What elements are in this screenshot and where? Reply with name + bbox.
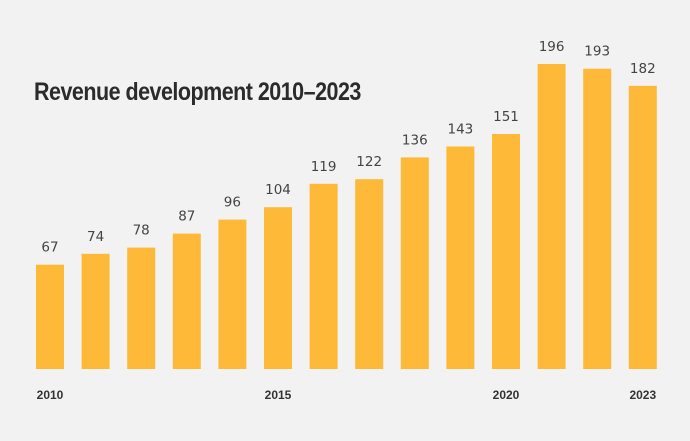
x-tick-label-2023: 2023 — [629, 388, 656, 402]
bars-group — [36, 64, 657, 370]
value-labels-group: 67 74 78 87 96 104 119 122 136 143 151 196 193 182 — [41, 39, 655, 256]
value-label-2017: 122 — [356, 154, 382, 170]
value-label-2020: 151 — [493, 109, 519, 125]
bar-2013 — [172, 233, 201, 369]
bar-2017 — [355, 179, 384, 369]
bar-2012 — [127, 247, 156, 369]
value-label-2022: 193 — [584, 44, 610, 60]
value-label-2011: 74 — [87, 229, 104, 245]
bar-2011 — [81, 253, 110, 369]
bar-2018 — [400, 157, 429, 369]
x-tick-labels-group: 2010 2015 2020 2023 — [37, 388, 657, 402]
bar-2010 — [36, 264, 64, 369]
bar-2023 — [628, 85, 657, 370]
value-label-2015: 104 — [265, 182, 291, 198]
x-tick-label-2020: 2020 — [493, 388, 520, 402]
bar-2019 — [446, 146, 475, 369]
x-tick-label-2015: 2015 — [265, 388, 292, 402]
bar-2021 — [537, 64, 566, 369]
value-label-2012: 78 — [133, 223, 150, 239]
chart-title: Revenue development 2010–2023 — [34, 78, 361, 106]
value-label-2010: 67 — [41, 240, 58, 256]
bar-2016 — [309, 183, 338, 369]
value-label-2016: 119 — [311, 159, 337, 175]
bar-2022 — [583, 68, 612, 369]
value-label-2014: 96 — [224, 195, 241, 211]
bar-2014 — [218, 219, 247, 369]
value-label-2023: 182 — [630, 61, 656, 77]
bar-2020 — [492, 134, 520, 369]
value-label-2021: 196 — [539, 39, 565, 55]
bar-2015 — [264, 207, 292, 369]
value-label-2019: 143 — [448, 122, 474, 138]
value-label-2013: 87 — [178, 209, 195, 225]
value-label-2018: 136 — [402, 132, 428, 148]
x-tick-label-2010: 2010 — [37, 388, 64, 402]
